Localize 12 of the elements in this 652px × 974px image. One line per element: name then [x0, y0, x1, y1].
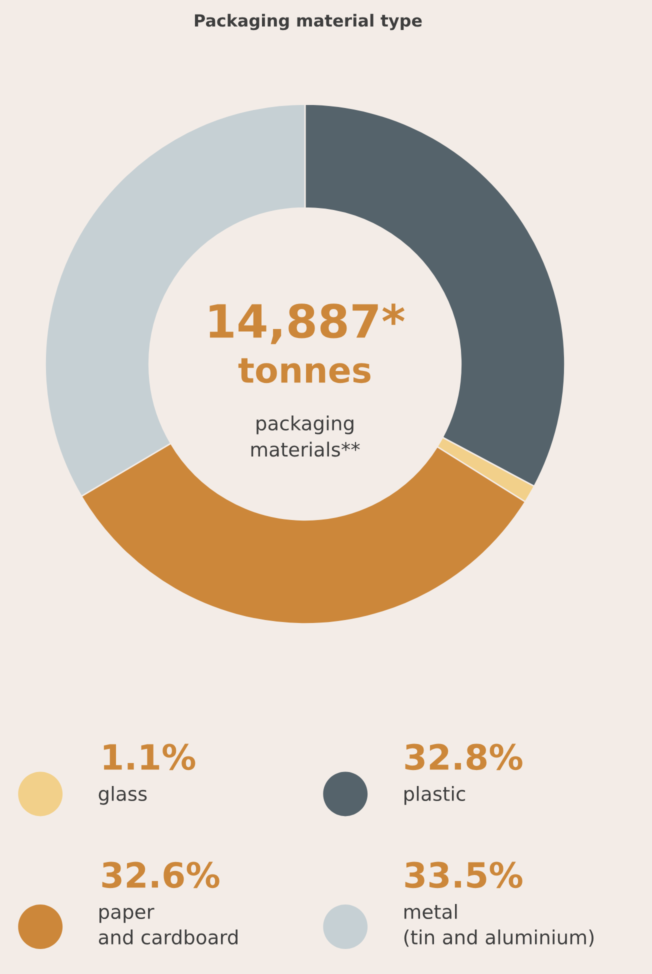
legend-label: metal (tin and aluminium)	[404, 904, 594, 947]
legend-label: paper and cardboard	[98, 908, 238, 945]
data-label: 32.6%	[102, 862, 220, 888]
text: packaging materials**	[251, 415, 360, 457]
data-label: 32.8%	[405, 744, 522, 770]
legend-label: glass	[98, 786, 147, 805]
text: tonnes	[238, 358, 370, 384]
text: 14,887*	[210, 304, 405, 344]
data-label: 33.5%	[405, 862, 522, 888]
data-label: 1.1%	[104, 744, 196, 770]
legend-label: plastic	[404, 786, 466, 805]
chart-title: Packaging material type	[194, 14, 422, 30]
